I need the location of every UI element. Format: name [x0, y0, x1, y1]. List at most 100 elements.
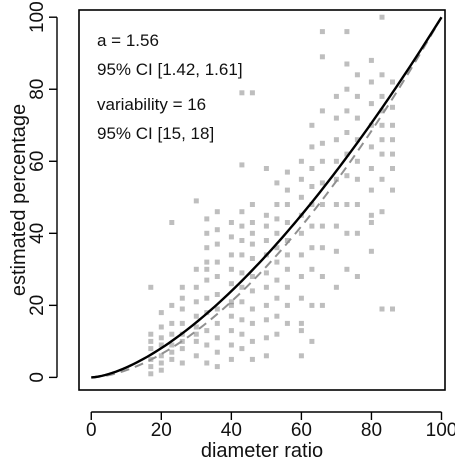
data-point	[333, 176, 339, 182]
data-point	[379, 176, 385, 182]
data-point	[228, 252, 234, 258]
data-point	[228, 220, 234, 225]
data-point	[204, 277, 210, 283]
y-tick-label: 20	[27, 295, 48, 316]
data-point	[239, 346, 245, 352]
x-tick-label: 0	[86, 420, 97, 441]
data-point	[263, 223, 269, 229]
data-point	[263, 212, 269, 218]
data-point	[344, 202, 350, 207]
data-point	[333, 158, 339, 164]
data-point	[379, 137, 385, 143]
annotation-variability: variability = 16	[97, 95, 206, 114]
data-point	[274, 295, 280, 301]
data-point	[368, 220, 374, 225]
reference-curve	[91, 16, 443, 379]
annotation-exponent-ci: 95% CI [1.42, 1.61]	[97, 60, 243, 79]
data-point	[354, 158, 360, 164]
data-point	[169, 320, 175, 326]
y-axis-title: estimated percentage	[8, 104, 30, 296]
data-point	[169, 342, 175, 348]
data-point	[309, 184, 315, 189]
data-point	[158, 335, 164, 341]
data-point	[284, 202, 290, 207]
data-point	[158, 310, 164, 316]
data-point	[249, 256, 255, 261]
data-point	[228, 281, 234, 287]
data-point	[354, 230, 360, 236]
data-point	[239, 284, 245, 290]
data-point	[158, 367, 164, 373]
data-point	[274, 277, 280, 283]
data-point	[379, 209, 385, 215]
data-point	[263, 238, 269, 243]
data-point	[249, 338, 255, 344]
data-point	[249, 202, 255, 207]
data-point	[344, 61, 350, 67]
data-point	[354, 93, 360, 99]
data-point	[148, 364, 154, 370]
data-point	[204, 360, 210, 366]
data-point	[390, 122, 395, 128]
data-point	[333, 248, 339, 254]
y-tick-label: 0	[27, 372, 48, 383]
x-axis-title: diameter ratio	[201, 440, 323, 462]
data-point	[309, 202, 315, 207]
data-point	[239, 252, 245, 258]
data-point	[193, 338, 199, 344]
data-point	[319, 140, 325, 146]
data-point	[333, 93, 339, 99]
data-point	[298, 230, 304, 236]
data-point	[344, 108, 350, 114]
data-point	[368, 166, 374, 171]
data-point	[390, 151, 395, 157]
data-point	[274, 313, 280, 319]
data-point	[228, 313, 234, 319]
data-point	[214, 227, 220, 233]
fit-curves	[91, 16, 443, 379]
data-point	[249, 220, 255, 225]
x-tick-label: 60	[291, 420, 312, 441]
data-point	[368, 248, 374, 254]
data-point	[214, 320, 220, 326]
data-point	[239, 223, 245, 229]
data-point	[228, 299, 234, 305]
data-point	[333, 115, 339, 121]
data-point	[344, 266, 350, 272]
data-point	[379, 151, 385, 157]
data-point	[354, 72, 360, 78]
data-point	[204, 295, 210, 301]
data-point	[228, 356, 234, 362]
data-point	[179, 346, 185, 352]
data-point	[148, 346, 154, 352]
data-point	[298, 176, 304, 182]
data-point	[249, 241, 255, 247]
data-point	[284, 302, 290, 308]
data-point	[249, 356, 255, 362]
data-point	[239, 238, 245, 243]
data-point	[228, 234, 234, 240]
data-point	[214, 292, 220, 297]
data-point	[379, 14, 385, 20]
data-point	[148, 338, 154, 344]
data-point	[368, 212, 374, 218]
data-point	[228, 342, 234, 348]
data-point	[158, 360, 164, 366]
annotation-variability-ci: 95% CI [15, 18]	[97, 124, 214, 143]
data-point	[158, 342, 164, 348]
data-point	[274, 259, 280, 265]
data-point	[214, 335, 220, 341]
data-point	[263, 284, 269, 290]
data-point	[169, 220, 175, 225]
data-point	[263, 166, 269, 171]
data-point	[214, 259, 220, 265]
data-point	[309, 302, 315, 308]
data-point	[228, 266, 234, 272]
data-point	[319, 54, 325, 60]
data-point	[368, 187, 374, 193]
data-point	[368, 122, 374, 128]
data-point	[344, 29, 350, 35]
x-tick-label: 40	[221, 420, 242, 441]
data-point	[379, 122, 385, 128]
data-point	[274, 230, 280, 236]
